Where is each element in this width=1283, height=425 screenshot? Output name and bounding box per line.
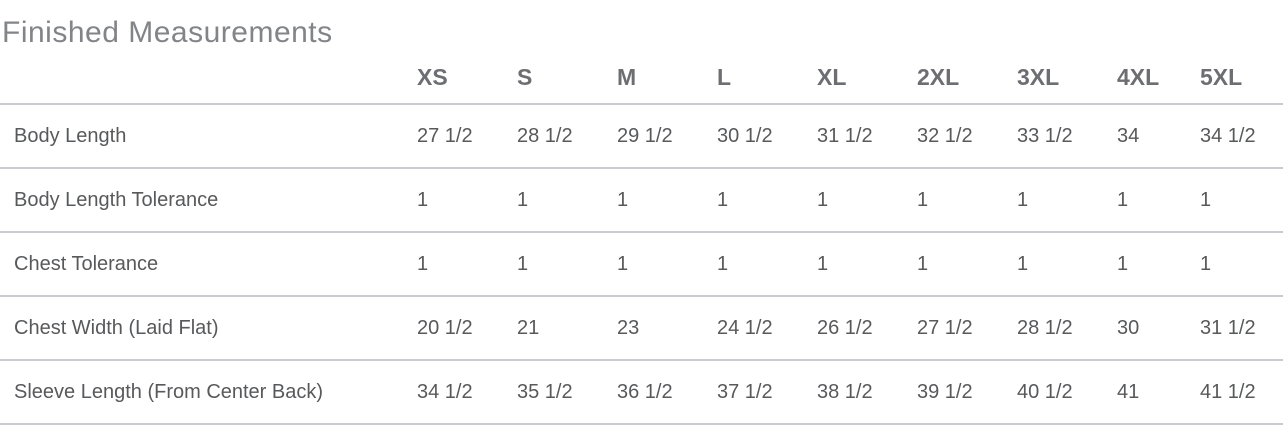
measurement-value: 32 1/2: [917, 104, 1017, 169]
measurement-value: 23: [617, 296, 717, 361]
row-label: Chest Tolerance: [0, 232, 417, 297]
measurement-value: 40 1/2: [1017, 360, 1117, 425]
size-column-header: 2XL: [917, 50, 1017, 105]
measurement-value: 27 1/2: [417, 104, 517, 169]
table-row: Body Length Tolerance 1 1 1 1 1 1 1 1 1: [0, 168, 1283, 233]
measurement-value: 37 1/2: [717, 360, 817, 425]
size-column-header: XL: [817, 50, 917, 105]
measurement-value: 24 1/2: [717, 296, 817, 361]
measurement-value: 30 1/2: [717, 104, 817, 169]
measurement-value: 1: [1200, 232, 1283, 297]
measurements-table: XS S M L XL 2XL 3XL 4XL 5XL Body Length 27 1/2 28 …: [0, 50, 1283, 425]
size-column-header: S: [517, 50, 617, 105]
measurement-value: 34 1/2: [417, 360, 517, 425]
measurement-value: 27 1/2: [917, 296, 1017, 361]
measurement-value: 30: [1117, 296, 1200, 361]
measurement-value: 1: [517, 232, 617, 297]
measurement-value: 1: [617, 232, 717, 297]
measurement-value: 31 1/2: [817, 104, 917, 169]
table-row: Chest Tolerance 1 1 1 1 1 1 1 1 1: [0, 232, 1283, 297]
measurement-value: 1: [1017, 168, 1117, 233]
table-row: Body Length 27 1/2 28 1/2 29 1/2 30 1/2 31 1/…: [0, 104, 1283, 169]
table-row: Chest Width (Laid Flat) 20 1/2 21 23 24 1/2 2…: [0, 296, 1283, 361]
measurement-value: 31 1/2: [1200, 296, 1283, 361]
measurement-value: 28 1/2: [1017, 296, 1117, 361]
measurement-value: 1: [1117, 232, 1200, 297]
empty-corner-cell: [0, 50, 417, 105]
measurement-value: 1: [417, 168, 517, 233]
measurement-value: 29 1/2: [617, 104, 717, 169]
measurement-value: 1: [1017, 232, 1117, 297]
measurement-value: 1: [817, 232, 917, 297]
size-column-header: L: [717, 50, 817, 105]
measurement-value: 1: [617, 168, 717, 233]
table-row: Sleeve Length (From Center Back) 34 1/2 35…: [0, 360, 1283, 425]
measurement-value: 28 1/2: [517, 104, 617, 169]
size-column-header: 5XL: [1200, 50, 1283, 105]
measurement-value: 26 1/2: [817, 296, 917, 361]
row-label: Body Length Tolerance: [0, 168, 417, 233]
size-column-header: 4XL: [1117, 50, 1200, 105]
measurement-value: 41: [1117, 360, 1200, 425]
measurement-value: 33 1/2: [1017, 104, 1117, 169]
size-column-header: M: [617, 50, 717, 105]
measurement-value: 1: [817, 168, 917, 233]
measurement-value: 34: [1117, 104, 1200, 169]
measurement-value: 1: [1200, 168, 1283, 233]
header-row: XS S M L XL 2XL 3XL 4XL 5XL: [0, 50, 1283, 105]
measurement-value: 1: [1117, 168, 1200, 233]
measurement-value: 1: [417, 232, 517, 297]
measurement-value: 35 1/2: [517, 360, 617, 425]
size-column-header: XS: [417, 50, 517, 105]
measurement-value: 1: [517, 168, 617, 233]
measurement-value: 36 1/2: [617, 360, 717, 425]
measurement-value: 20 1/2: [417, 296, 517, 361]
measurement-value: 41 1/2: [1200, 360, 1283, 425]
measurement-rows: Body Length 27 1/2 28 1/2 29 1/2 30 1/2 31 1/…: [0, 104, 1283, 425]
measurement-value: 1: [917, 232, 1017, 297]
size-column-header: 3XL: [1017, 50, 1117, 105]
row-label: Chest Width (Laid Flat): [0, 296, 417, 361]
row-label: Sleeve Length (From Center Back): [0, 360, 417, 425]
measurement-value: 1: [717, 168, 817, 233]
measurement-value: 1: [717, 232, 817, 297]
measurement-value: 39 1/2: [917, 360, 1017, 425]
row-label: Body Length: [0, 104, 417, 169]
measurement-value: 38 1/2: [817, 360, 917, 425]
measurement-value: 1: [917, 168, 1017, 233]
page-title: Finished Measurements: [2, 16, 333, 49]
measurement-value: 21: [517, 296, 617, 361]
measurement-value: 34 1/2: [1200, 104, 1283, 169]
